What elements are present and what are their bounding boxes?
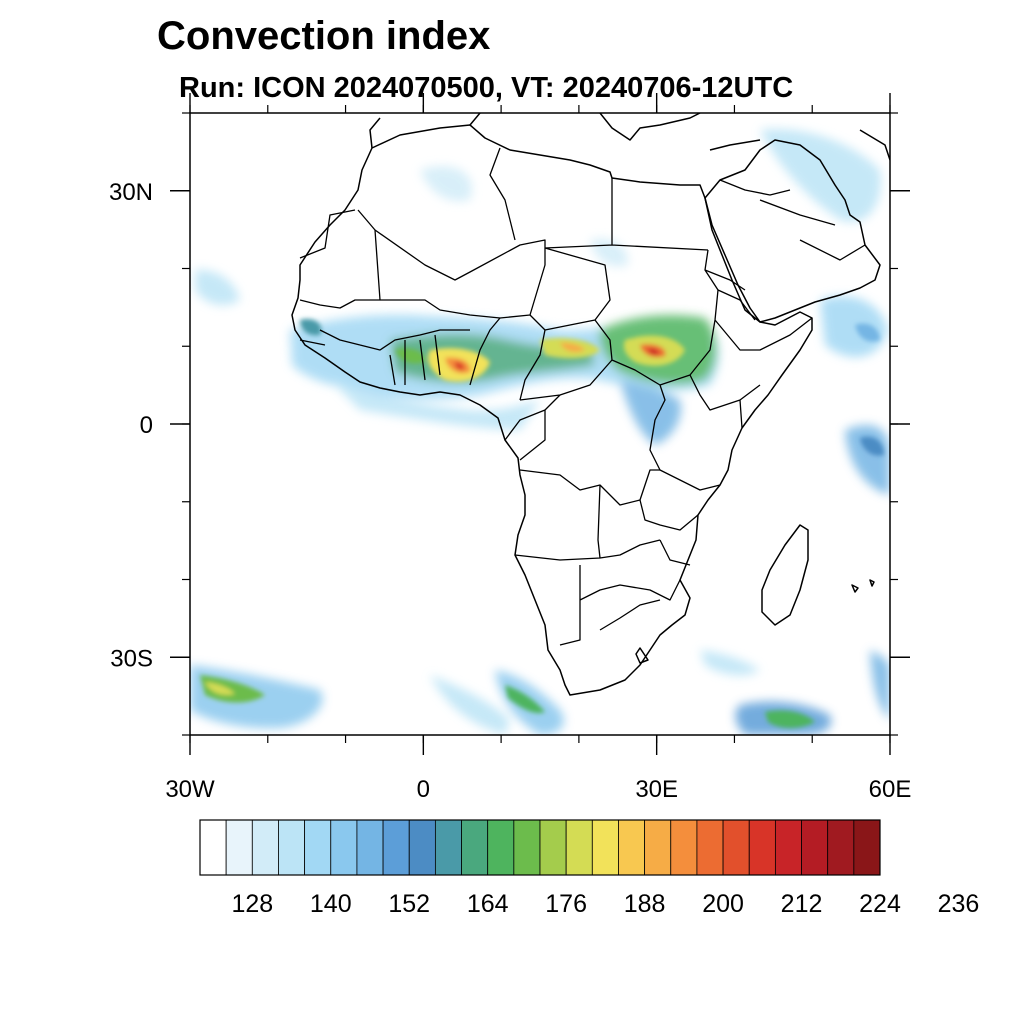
axis-ticks: 30W 0 30E 60E 30N 0 30S: [109, 93, 911, 803]
x-tick-label: 30W: [165, 776, 215, 803]
y-tick-label: 0: [140, 412, 153, 439]
colorbar-swatch: [513, 819, 541, 876]
arabia-coastline: [704, 139, 881, 323]
colorbar-swatch: [748, 819, 776, 876]
colorbar-swatch: [801, 819, 829, 876]
colorbar-label: 164: [467, 890, 509, 918]
colorbar-swatch: [487, 819, 515, 876]
colorbar-frame: [199, 819, 881, 876]
colorbar-swatch: [278, 819, 306, 876]
colorbar-label: 140: [310, 890, 352, 918]
convection-area-congo: [620, 380, 681, 445]
colorbar-label: 236: [938, 890, 980, 918]
colorbar-swatch: [251, 819, 279, 876]
country-borders: [299, 147, 866, 646]
europe-coastline: [369, 113, 761, 151]
colorbar-label: 176: [545, 890, 587, 918]
colorbar-swatch: [774, 819, 802, 876]
colorbar-swatch: [356, 819, 384, 876]
colorbar-swatch: [696, 819, 724, 876]
coastlines: [291, 113, 890, 696]
colorbar-swatch: [644, 819, 672, 876]
x-tick-label: 0: [417, 776, 430, 803]
colorbar-swatch: [539, 819, 567, 876]
colorbar-label: 224: [859, 890, 901, 918]
x-tick-label: 60E: [869, 776, 912, 803]
colorbar-swatch: [434, 819, 462, 876]
map-frame: [189, 112, 891, 736]
convection-shading: [190, 129, 890, 735]
africa-coastline: [291, 124, 813, 696]
colorbar-swatch: [199, 819, 227, 876]
colorbar-label: 128: [231, 890, 273, 918]
madagascar-coastline: [761, 524, 809, 626]
colorbar-swatch: [304, 819, 332, 876]
chart-title: Convection index: [157, 14, 491, 58]
colorbar-swatch: [330, 819, 358, 876]
colorbar-label: 212: [781, 890, 823, 918]
colorbar-label: 188: [624, 890, 666, 918]
colorbar-swatch: [382, 819, 410, 876]
colorbar-swatch: [408, 819, 436, 876]
colorbar-label: 152: [388, 890, 430, 918]
x-tick-label: 30E: [635, 776, 678, 803]
colorbar-swatch: [618, 819, 646, 876]
colorbar-swatch: [722, 819, 750, 876]
colorbar-swatch: [591, 819, 619, 876]
y-tick-label: 30S: [110, 645, 153, 672]
chart-subtitle: Run: ICON 2024070500, VT: 20240706-12UTC: [179, 72, 794, 104]
y-tick-label: 30N: [109, 179, 153, 206]
convection-area-gulf: [330, 380, 540, 430]
colorbar-swatch: [461, 819, 489, 876]
colorbar-label: 200: [702, 890, 744, 918]
colorbar-swatch: [565, 819, 593, 876]
colorbar: 128 140 152 164 176 188 200 212 224 236: [199, 819, 980, 918]
colorbar-swatch: [853, 819, 881, 876]
colorbar-swatch: [670, 819, 698, 876]
colorbar-swatch: [827, 819, 855, 876]
colorbar-swatch: [225, 819, 253, 876]
